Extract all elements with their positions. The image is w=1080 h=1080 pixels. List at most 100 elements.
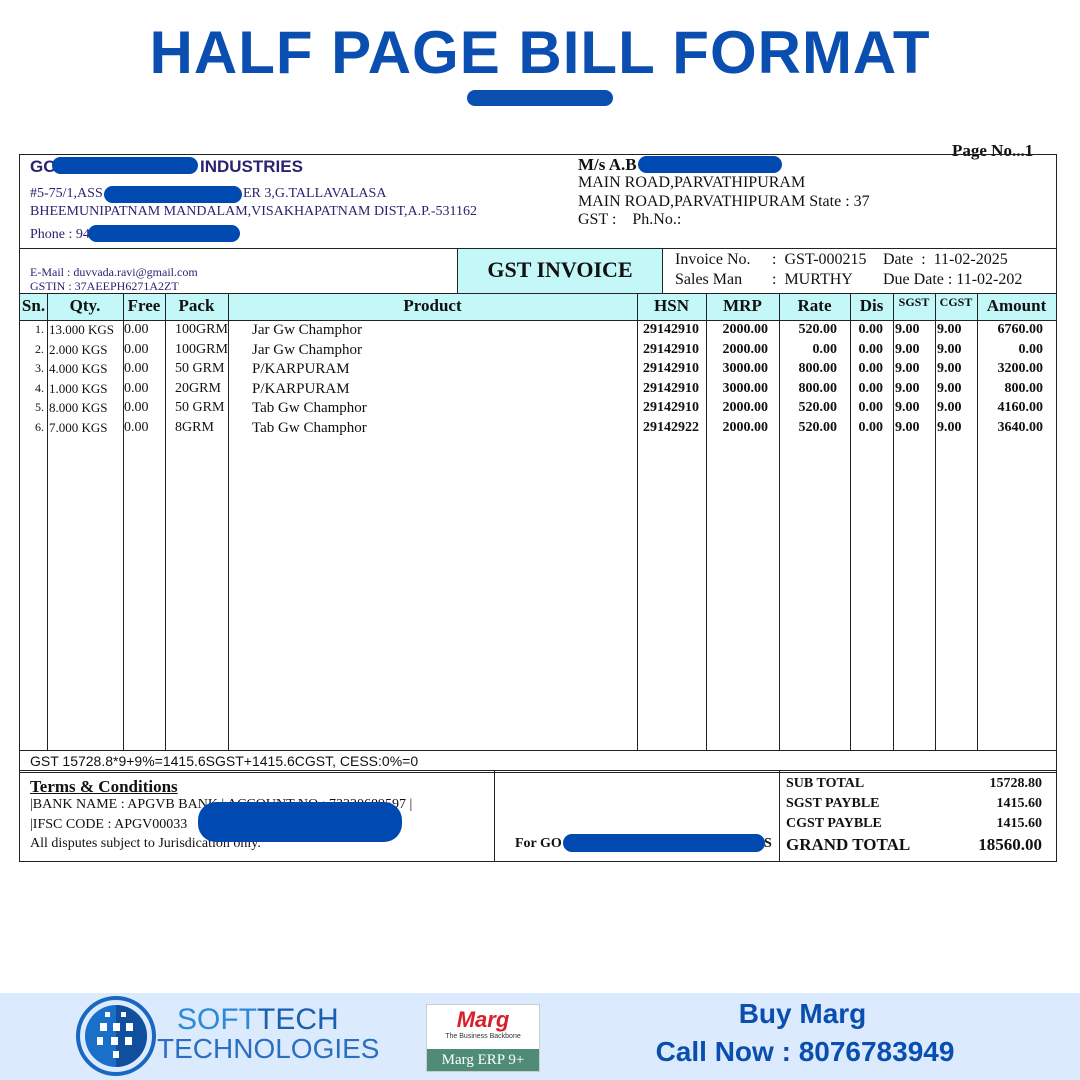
- column-divider: [706, 293, 707, 750]
- cell-mrp: 2000.00: [722, 341, 769, 357]
- cell-mrp: 2000.00: [722, 322, 769, 337]
- cell-qty: 1.000 KGS: [49, 380, 108, 396]
- column-divider: [850, 293, 851, 750]
- redaction: [198, 802, 402, 842]
- seller-email: E-Mail : duvvada.ravi@gmail.com: [30, 265, 198, 279]
- total-value: 15728.80: [989, 776, 1043, 791]
- cell-free: 0.00: [124, 322, 149, 337]
- cell-sn: 3.: [35, 361, 44, 376]
- cell-sgst: 9.00: [895, 420, 920, 435]
- cell-product: Tab Gw Champhor: [252, 420, 367, 436]
- cell-free: 0.00: [124, 380, 149, 396]
- salesman: : MURTHY: [772, 271, 853, 288]
- cell-cgst: 9.00: [937, 341, 962, 357]
- total-value: 1415.60: [996, 816, 1043, 831]
- cell-sn: 1.: [35, 322, 44, 336]
- total-value: 1415.60: [996, 796, 1043, 811]
- column-header-product: Product: [403, 296, 462, 315]
- seller-phone: Phone : 94: [30, 227, 90, 242]
- column-divider: [977, 293, 978, 750]
- cell-rate: 520.00: [798, 400, 838, 416]
- redaction: [88, 225, 240, 242]
- column-divider: [935, 293, 936, 750]
- table-header: [20, 293, 1056, 321]
- cta-call: Call Now : 8076783949: [655, 1036, 955, 1067]
- total-label: SGST PAYBLE: [786, 796, 880, 811]
- total-label: SUB TOTAL: [786, 776, 865, 791]
- cell-amount: 0.00: [1018, 341, 1044, 357]
- cell-sgst: 9.00: [895, 322, 920, 337]
- seller-name-start: GO: [30, 157, 57, 176]
- cell-mrp: 2000.00: [722, 400, 769, 416]
- softtech-globe-logo: [76, 996, 156, 1076]
- cell-dis: 0.00: [858, 361, 884, 377]
- column-divider: [165, 293, 166, 750]
- cell-qty: 4.000 KGS: [49, 361, 108, 377]
- cell-cgst: 9.00: [937, 420, 962, 435]
- seller-gstin: GSTIN : 37AEEPH6271A2ZT: [30, 279, 179, 292]
- redaction: [638, 156, 782, 173]
- cell-pack: 100GRM: [175, 341, 228, 357]
- due-date: Due Date : 11-02-202: [883, 271, 1023, 288]
- cell-product: P/KARPURAM: [252, 361, 350, 378]
- cell-rate: 520.00: [798, 420, 838, 435]
- cta-buy: Buy Marg: [738, 998, 867, 1029]
- cell-hsn: 29142910: [643, 400, 699, 416]
- column-header-qty: Qty.: [69, 296, 101, 315]
- redaction: [52, 157, 198, 174]
- column-header-free: Free: [127, 296, 161, 315]
- cell-hsn: 29142910: [643, 322, 699, 337]
- cell-sn: 5.: [35, 400, 44, 415]
- cell-qty: 13.000 KGS: [49, 322, 115, 337]
- column-divider: [893, 293, 894, 750]
- seller-name-end: INDUSTRIES: [200, 157, 303, 176]
- cell-hsn: 29142910: [643, 361, 699, 377]
- cell-rate: 0.00: [812, 341, 838, 357]
- cell-mrp: 3000.00: [722, 361, 769, 377]
- cell-sgst: 9.00: [895, 380, 920, 396]
- cell-product: P/KARPURAM: [252, 380, 350, 397]
- cell-mrp: 3000.00: [722, 380, 769, 396]
- total-label: CGST PAYBLE: [786, 816, 882, 831]
- cell-cgst: 9.00: [937, 380, 962, 396]
- gst-summary: GST 15728.8*9+9%=1415.6SGST+1415.6CGST, …: [30, 753, 419, 769]
- cell-qty: 7.000 KGS: [49, 420, 108, 435]
- brand-soft: SOFT: [177, 1003, 257, 1036]
- column-header-hsn: HSN: [654, 296, 689, 315]
- cell-free: 0.00: [124, 341, 149, 357]
- cell-free: 0.00: [124, 361, 149, 377]
- brand-line1: SOFTTECH: [177, 1003, 339, 1037]
- cell-product: Tab Gw Champhor: [252, 400, 367, 417]
- signature-end: S: [764, 836, 772, 851]
- seller-address1-end: ER 3,G.TALLAVALASA: [243, 186, 387, 201]
- column-divider: [123, 293, 124, 750]
- total-label: GRAND TOTAL: [786, 835, 911, 854]
- invoice-no: : GST-000215: [772, 251, 867, 268]
- buyer-gst-phone: GST : Ph.No.:: [578, 211, 682, 228]
- page-number: Page No...1: [952, 141, 1034, 160]
- cell-pack: 20GRM: [175, 380, 221, 396]
- column-header-rate: Rate: [797, 296, 832, 315]
- cell-mrp: 2000.00: [722, 420, 769, 435]
- brand-line2: TECHNOLOGIES: [157, 1033, 380, 1064]
- column-divider: [779, 293, 780, 750]
- cell-cgst: 9.00: [937, 322, 962, 337]
- cell-sn: 2.: [35, 341, 44, 356]
- terms-disputes: All disputes subject to Jurisdication on…: [30, 836, 261, 851]
- column-divider: [47, 293, 48, 750]
- cell-pack: 8GRM: [175, 420, 214, 435]
- cell-rate: 520.00: [798, 322, 838, 337]
- cell-hsn: 29142910: [643, 380, 699, 396]
- column-divider: [637, 293, 638, 750]
- cell-dis: 0.00: [858, 380, 884, 396]
- document-title: GST INVOICE: [457, 249, 663, 293]
- seller-address1-start: #5-75/1,ASS: [30, 186, 103, 201]
- cell-rate: 800.00: [798, 361, 838, 377]
- cell-free: 0.00: [124, 400, 149, 416]
- invoice-date: Date : 11-02-2025: [883, 251, 1008, 268]
- cell-sgst: 9.00: [895, 400, 920, 416]
- banner-title: HALF PAGE BILL FORMAT: [149, 19, 931, 86]
- invoice-frame: [19, 154, 1057, 862]
- cell-amount: 4160.00: [997, 400, 1044, 416]
- cell-hsn: 29142922: [643, 420, 699, 435]
